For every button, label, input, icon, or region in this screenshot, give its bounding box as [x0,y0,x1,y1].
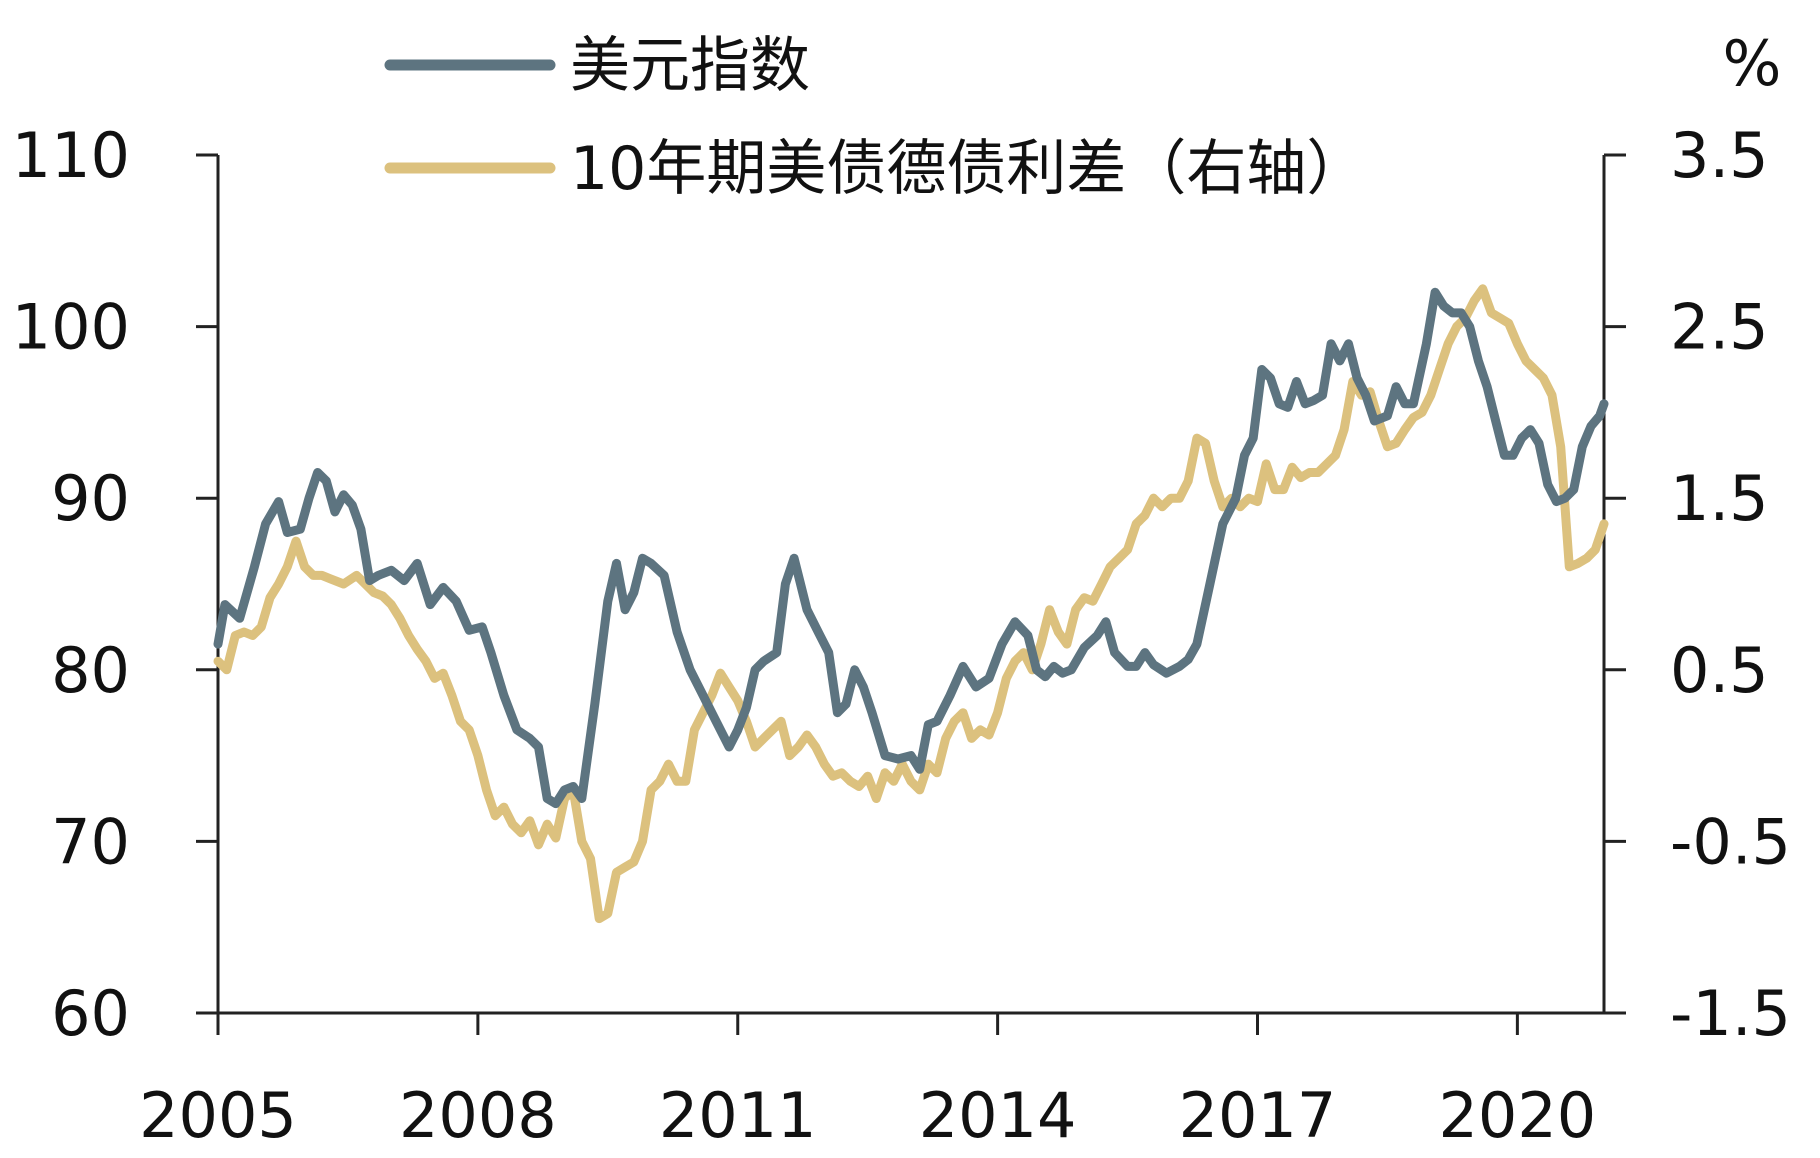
right-axis-tick-label: 0.5 [1670,634,1769,707]
series-layer [213,284,1609,924]
series-line-1 [213,284,1609,924]
legend-label-0: 美元指数 [570,31,810,101]
legend: 美元指数 10年期美债德债利差（右轴） [384,31,1366,204]
right-axis-tick-label: 3.5 [1670,119,1769,192]
left-axis-tick-label: 80 [51,634,130,707]
right-axis-tick-label: -1.5 [1670,977,1791,1050]
right-axis-tick-label: -0.5 [1670,805,1791,878]
left-axis-tick-label: 70 [51,805,130,878]
legend-label-1: 10年期美债德债利差（右轴） [570,134,1366,204]
series-line-0 [213,287,1609,809]
left-axis-tick-label: 100 [12,291,130,364]
x-axis-tick-label: 2005 [139,1079,297,1152]
right-axis-unit: % [1723,27,1782,100]
x-axis-tick-label: 2017 [1179,1079,1337,1152]
x-axis-tick-label: 2011 [659,1079,817,1152]
x-axis-tick-label: 2020 [1438,1079,1596,1152]
x-axis-tick-label: 2008 [399,1079,557,1152]
left-axis-tick-label: 90 [51,462,130,535]
right-axis-tick-label: 1.5 [1670,462,1769,535]
left-axis-tick-label: 60 [51,977,130,1050]
left-axis-tick-label: 110 [12,119,130,192]
right-axis-tick-label: 2.5 [1670,291,1769,364]
x-axis-tick-label: 2014 [919,1079,1077,1152]
axes: 110 100 90 80 70 60 3.5 2.5 1.5 0.5 -0.5 -1.5 2005 20… [12,119,1791,1152]
